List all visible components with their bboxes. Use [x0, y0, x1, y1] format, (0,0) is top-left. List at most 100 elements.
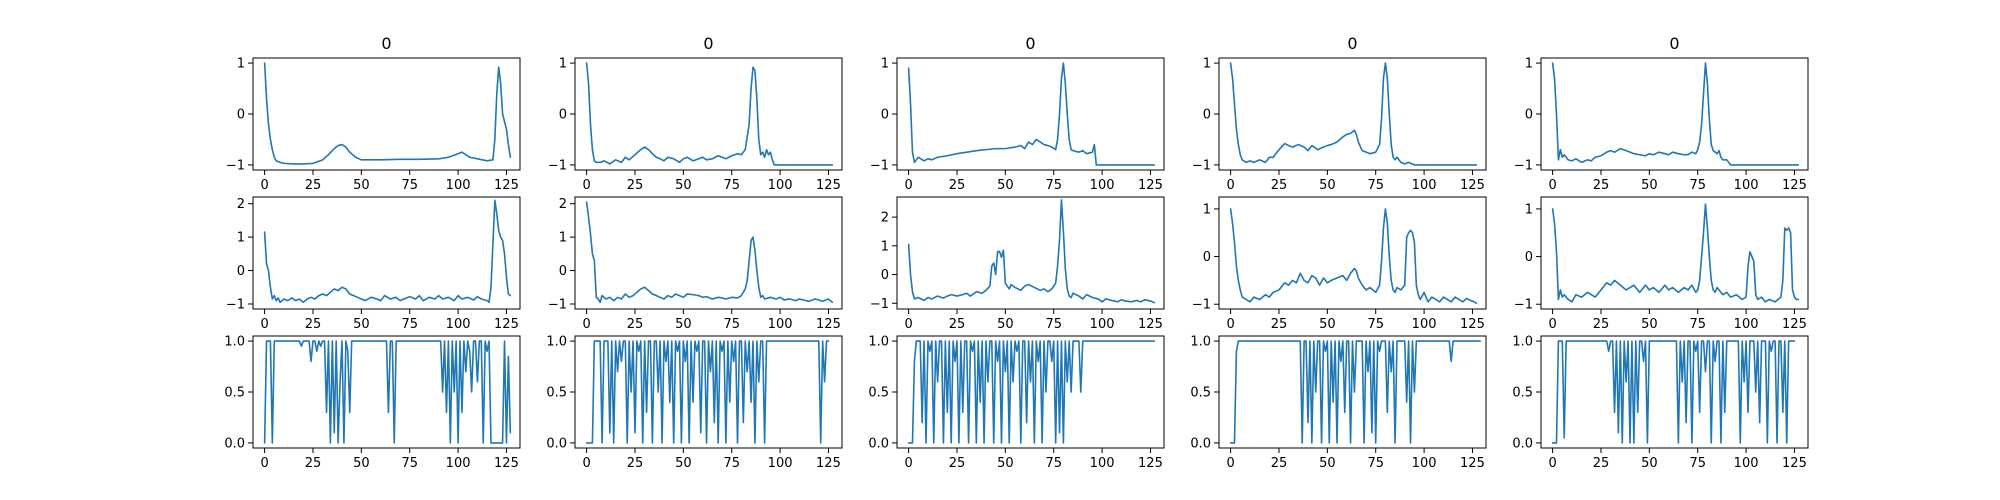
- x-tick-label: 100: [1734, 178, 1759, 193]
- x-tick-label: 0: [904, 317, 912, 332]
- x-tick-label: 0: [1548, 178, 1556, 193]
- y-tick-label: −1: [226, 158, 245, 173]
- x-tick-label: 25: [949, 317, 966, 332]
- x-tick-label: 125: [494, 317, 519, 332]
- x-tick-label: 0: [582, 317, 590, 332]
- x-tick-label: 125: [1138, 178, 1163, 193]
- x-tick-label: 100: [446, 456, 471, 471]
- x-tick-label: 25: [627, 317, 644, 332]
- x-tick-label: 0: [582, 456, 590, 471]
- y-tick-label: 1: [881, 239, 889, 254]
- series-line: [1551, 203, 1800, 303]
- axes-frame: [252, 196, 521, 310]
- x-tick-label: 0: [260, 317, 268, 332]
- x-tick-label: 125: [816, 317, 841, 332]
- x-tick-label: 50: [1641, 178, 1658, 193]
- x-tick-label: 100: [1412, 456, 1437, 471]
- axes-frame: [1540, 196, 1809, 310]
- x-tick-label: 125: [1138, 317, 1163, 332]
- x-tick-label: 75: [401, 178, 418, 193]
- x-tick-label: 100: [1090, 317, 1115, 332]
- series-line: [907, 199, 1156, 304]
- axes-frame: [1218, 196, 1487, 310]
- y-tick-label: −1: [548, 158, 567, 173]
- x-tick-label: 50: [675, 178, 692, 193]
- x-tick-label: 100: [1734, 317, 1759, 332]
- y-tick-label: −1: [226, 297, 245, 312]
- x-tick-label: 25: [1271, 456, 1288, 471]
- y-tick-label: −1: [548, 297, 567, 312]
- x-tick-label: 75: [723, 178, 740, 193]
- y-tick-label: 0.0: [546, 436, 567, 451]
- x-tick-label: 75: [1689, 456, 1706, 471]
- x-tick-label: 50: [353, 456, 370, 471]
- x-tick-label: 0: [1226, 317, 1234, 332]
- axes-frame: [896, 57, 1165, 171]
- y-tick-label: 1: [1525, 202, 1533, 217]
- y-tick-label: 0.5: [1512, 386, 1533, 401]
- y-tick-label: 0: [881, 108, 889, 123]
- y-tick-label: 0.5: [1190, 386, 1211, 401]
- x-tick-label: 100: [1412, 317, 1437, 332]
- y-tick-label: 0.5: [868, 386, 889, 401]
- y-tick-label: 2: [237, 197, 245, 212]
- series-line: [585, 340, 830, 444]
- x-tick-label: 100: [1090, 178, 1115, 193]
- y-tick-label: 0.0: [868, 436, 889, 451]
- subplot-title: 0: [1347, 34, 1357, 53]
- y-tick-label: 0.5: [546, 386, 567, 401]
- x-tick-label: 50: [997, 178, 1014, 193]
- x-tick-label: 25: [305, 456, 322, 471]
- y-tick-label: 0: [237, 264, 245, 279]
- y-tick-label: 1: [1525, 57, 1533, 72]
- axes-frame: [1218, 57, 1487, 171]
- series-line: [263, 199, 512, 304]
- series-line: [907, 340, 1156, 444]
- x-tick-label: 25: [305, 317, 322, 332]
- y-tick-label: 0: [559, 108, 567, 123]
- series-line: [1551, 62, 1800, 166]
- series-line: [1229, 340, 1481, 444]
- x-tick-label: 100: [446, 317, 471, 332]
- x-tick-label: 0: [1226, 178, 1234, 193]
- x-tick-label: 25: [1593, 317, 1610, 332]
- x-tick-label: 75: [1045, 456, 1062, 471]
- x-tick-label: 0: [904, 178, 912, 193]
- axes-frame: [574, 57, 843, 171]
- x-tick-label: 50: [1319, 178, 1336, 193]
- x-tick-label: 125: [816, 178, 841, 193]
- series-line: [1229, 62, 1478, 166]
- x-tick-label: 25: [1271, 317, 1288, 332]
- x-tick-label: 75: [1367, 456, 1384, 471]
- y-tick-label: 0.5: [224, 386, 245, 401]
- y-tick-label: 0.0: [1512, 436, 1533, 451]
- subplot-title: 0: [1669, 34, 1679, 53]
- x-tick-label: 100: [768, 178, 793, 193]
- series-line: [585, 201, 834, 304]
- x-tick-label: 50: [1319, 317, 1336, 332]
- x-tick-label: 125: [1460, 456, 1485, 471]
- y-tick-label: 1.0: [868, 335, 889, 350]
- x-tick-label: 125: [1138, 456, 1163, 471]
- x-tick-label: 0: [1548, 317, 1556, 332]
- x-tick-label: 125: [1460, 317, 1485, 332]
- subplot-title: 0: [1025, 34, 1035, 53]
- y-tick-label: 0.0: [224, 436, 245, 451]
- x-tick-label: 75: [1367, 317, 1384, 332]
- x-tick-label: 125: [1460, 178, 1485, 193]
- x-tick-label: 25: [627, 456, 644, 471]
- x-tick-label: 125: [494, 178, 519, 193]
- x-tick-label: 125: [1782, 317, 1807, 332]
- y-tick-label: 1.0: [1512, 335, 1533, 350]
- x-tick-label: 0: [1548, 456, 1556, 471]
- y-tick-label: 1: [1203, 57, 1211, 72]
- y-tick-label: 1: [1203, 202, 1211, 217]
- x-tick-label: 100: [1090, 456, 1115, 471]
- x-tick-label: 0: [260, 178, 268, 193]
- y-tick-label: 1: [559, 57, 567, 72]
- x-tick-label: 25: [1593, 456, 1610, 471]
- y-tick-label: 0.0: [1190, 436, 1211, 451]
- x-tick-label: 100: [768, 456, 793, 471]
- y-tick-label: 0: [1525, 250, 1533, 265]
